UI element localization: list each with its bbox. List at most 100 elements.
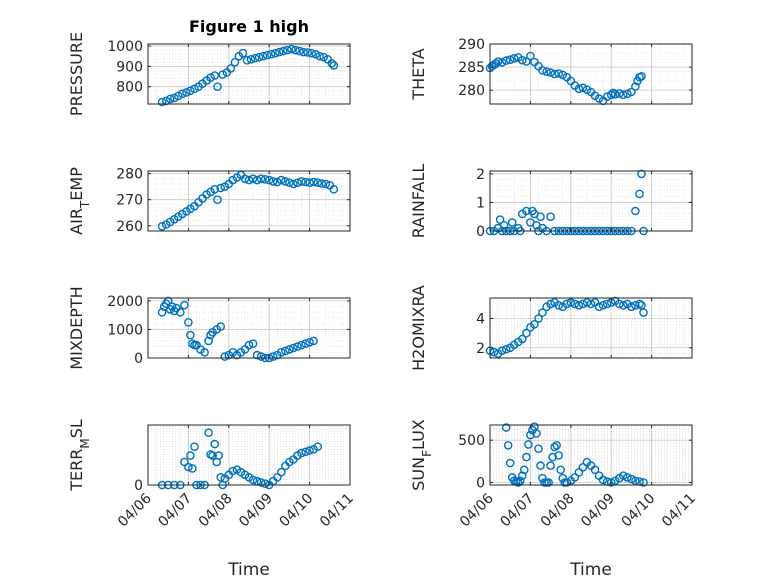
data-point — [530, 319, 539, 329]
data-point — [307, 48, 316, 58]
data-point — [230, 58, 240, 67]
data-point — [297, 340, 306, 350]
data-point — [558, 70, 568, 80]
data-point — [507, 218, 517, 227]
data-point — [299, 47, 308, 57]
data-point — [226, 64, 236, 73]
data-point — [574, 84, 584, 94]
data-point — [627, 302, 636, 312]
data-point — [289, 343, 298, 353]
data-point — [497, 346, 507, 356]
data-point — [619, 300, 628, 310]
y-axis-label: MIXDEPTH — [67, 286, 86, 369]
data-point — [546, 212, 555, 221]
data-point — [627, 87, 636, 97]
data-point — [526, 430, 535, 440]
data-point — [550, 442, 559, 452]
data-point — [602, 92, 612, 101]
data-point — [301, 177, 310, 187]
y-tick-label: 500 — [458, 433, 485, 449]
y-tick-label: 0 — [134, 478, 143, 494]
data-point — [293, 178, 302, 187]
data-point — [256, 174, 266, 184]
data-point — [534, 444, 543, 454]
data-point — [499, 220, 509, 230]
data-point — [186, 86, 195, 96]
data-point — [190, 442, 199, 452]
series-markers — [485, 296, 648, 358]
data-point — [635, 189, 644, 199]
data-point — [210, 184, 219, 194]
data-point — [518, 55, 527, 65]
x-tick-label: 04/06 — [457, 490, 497, 530]
y-tick-label: 4 — [476, 311, 485, 327]
x-tick-label: 04/11 — [317, 491, 357, 531]
data-point — [276, 347, 286, 357]
data-point — [311, 49, 321, 59]
data-point — [182, 88, 191, 97]
panel-4: 0 1000 2000 MIXDEPTH — [67, 286, 351, 370]
data-point — [184, 317, 193, 327]
data-point — [210, 71, 219, 80]
data-point — [186, 330, 195, 340]
data-point — [301, 447, 310, 457]
data-point — [635, 299, 644, 309]
data-point — [297, 177, 306, 186]
plot-area — [490, 171, 692, 231]
data-point — [262, 50, 272, 60]
data-point — [268, 177, 278, 186]
data-point — [321, 179, 331, 189]
y-axis-label: SUNFLUX — [409, 419, 434, 491]
data-point — [285, 178, 294, 187]
data-point — [291, 45, 300, 55]
data-point — [213, 82, 222, 91]
data-point — [495, 215, 505, 224]
data-point — [244, 175, 254, 185]
data-point — [578, 299, 588, 309]
data-point — [610, 90, 620, 99]
y-tick-label: 0 — [134, 351, 143, 367]
data-point — [313, 442, 323, 452]
data-point — [200, 347, 209, 357]
x-tick-label: 04/06 — [115, 490, 155, 530]
axes-box — [489, 43, 693, 105]
data-point — [586, 299, 596, 309]
data-point — [536, 212, 545, 221]
data-point — [169, 93, 179, 103]
data-point — [228, 466, 238, 476]
y-tick-label: 2000 — [107, 294, 143, 310]
data-point — [562, 299, 572, 309]
data-point — [619, 471, 628, 481]
data-point — [208, 451, 217, 460]
chart-title: Figure 1 high — [189, 17, 309, 36]
data-point — [287, 44, 296, 54]
x-tick-label: 04/10 — [619, 491, 659, 531]
data-point — [582, 298, 592, 307]
data-point — [637, 72, 646, 81]
data-point — [556, 465, 566, 475]
data-point — [546, 68, 555, 77]
data-point — [309, 336, 318, 346]
data-point — [281, 346, 290, 356]
data-point — [256, 352, 266, 361]
panel-7: 0 500 SUNFLUX 04/06 04/07 04/08 04/09 04/10 04/1… — [409, 419, 699, 580]
data-point — [242, 56, 252, 65]
data-point — [167, 302, 177, 311]
y-tick-label: 285 — [458, 60, 485, 76]
x-tick-label: 04/08 — [196, 491, 236, 531]
data-point — [157, 307, 167, 317]
data-point — [276, 175, 286, 185]
data-point — [327, 59, 337, 68]
y-axis-label: AIRTEMP — [67, 167, 92, 235]
data-point — [272, 177, 282, 187]
panel-3: 0 1 2 RAINFALL — [409, 164, 693, 240]
data-point — [177, 89, 187, 99]
data-point — [258, 51, 268, 61]
data-point — [301, 339, 310, 349]
x-tick-label: 04/11 — [659, 491, 699, 531]
data-point — [598, 300, 608, 310]
panel-5: 2 4 H2OMIXRA — [409, 285, 693, 371]
data-point — [204, 336, 213, 346]
axes-box — [489, 297, 693, 359]
data-point — [248, 339, 258, 349]
